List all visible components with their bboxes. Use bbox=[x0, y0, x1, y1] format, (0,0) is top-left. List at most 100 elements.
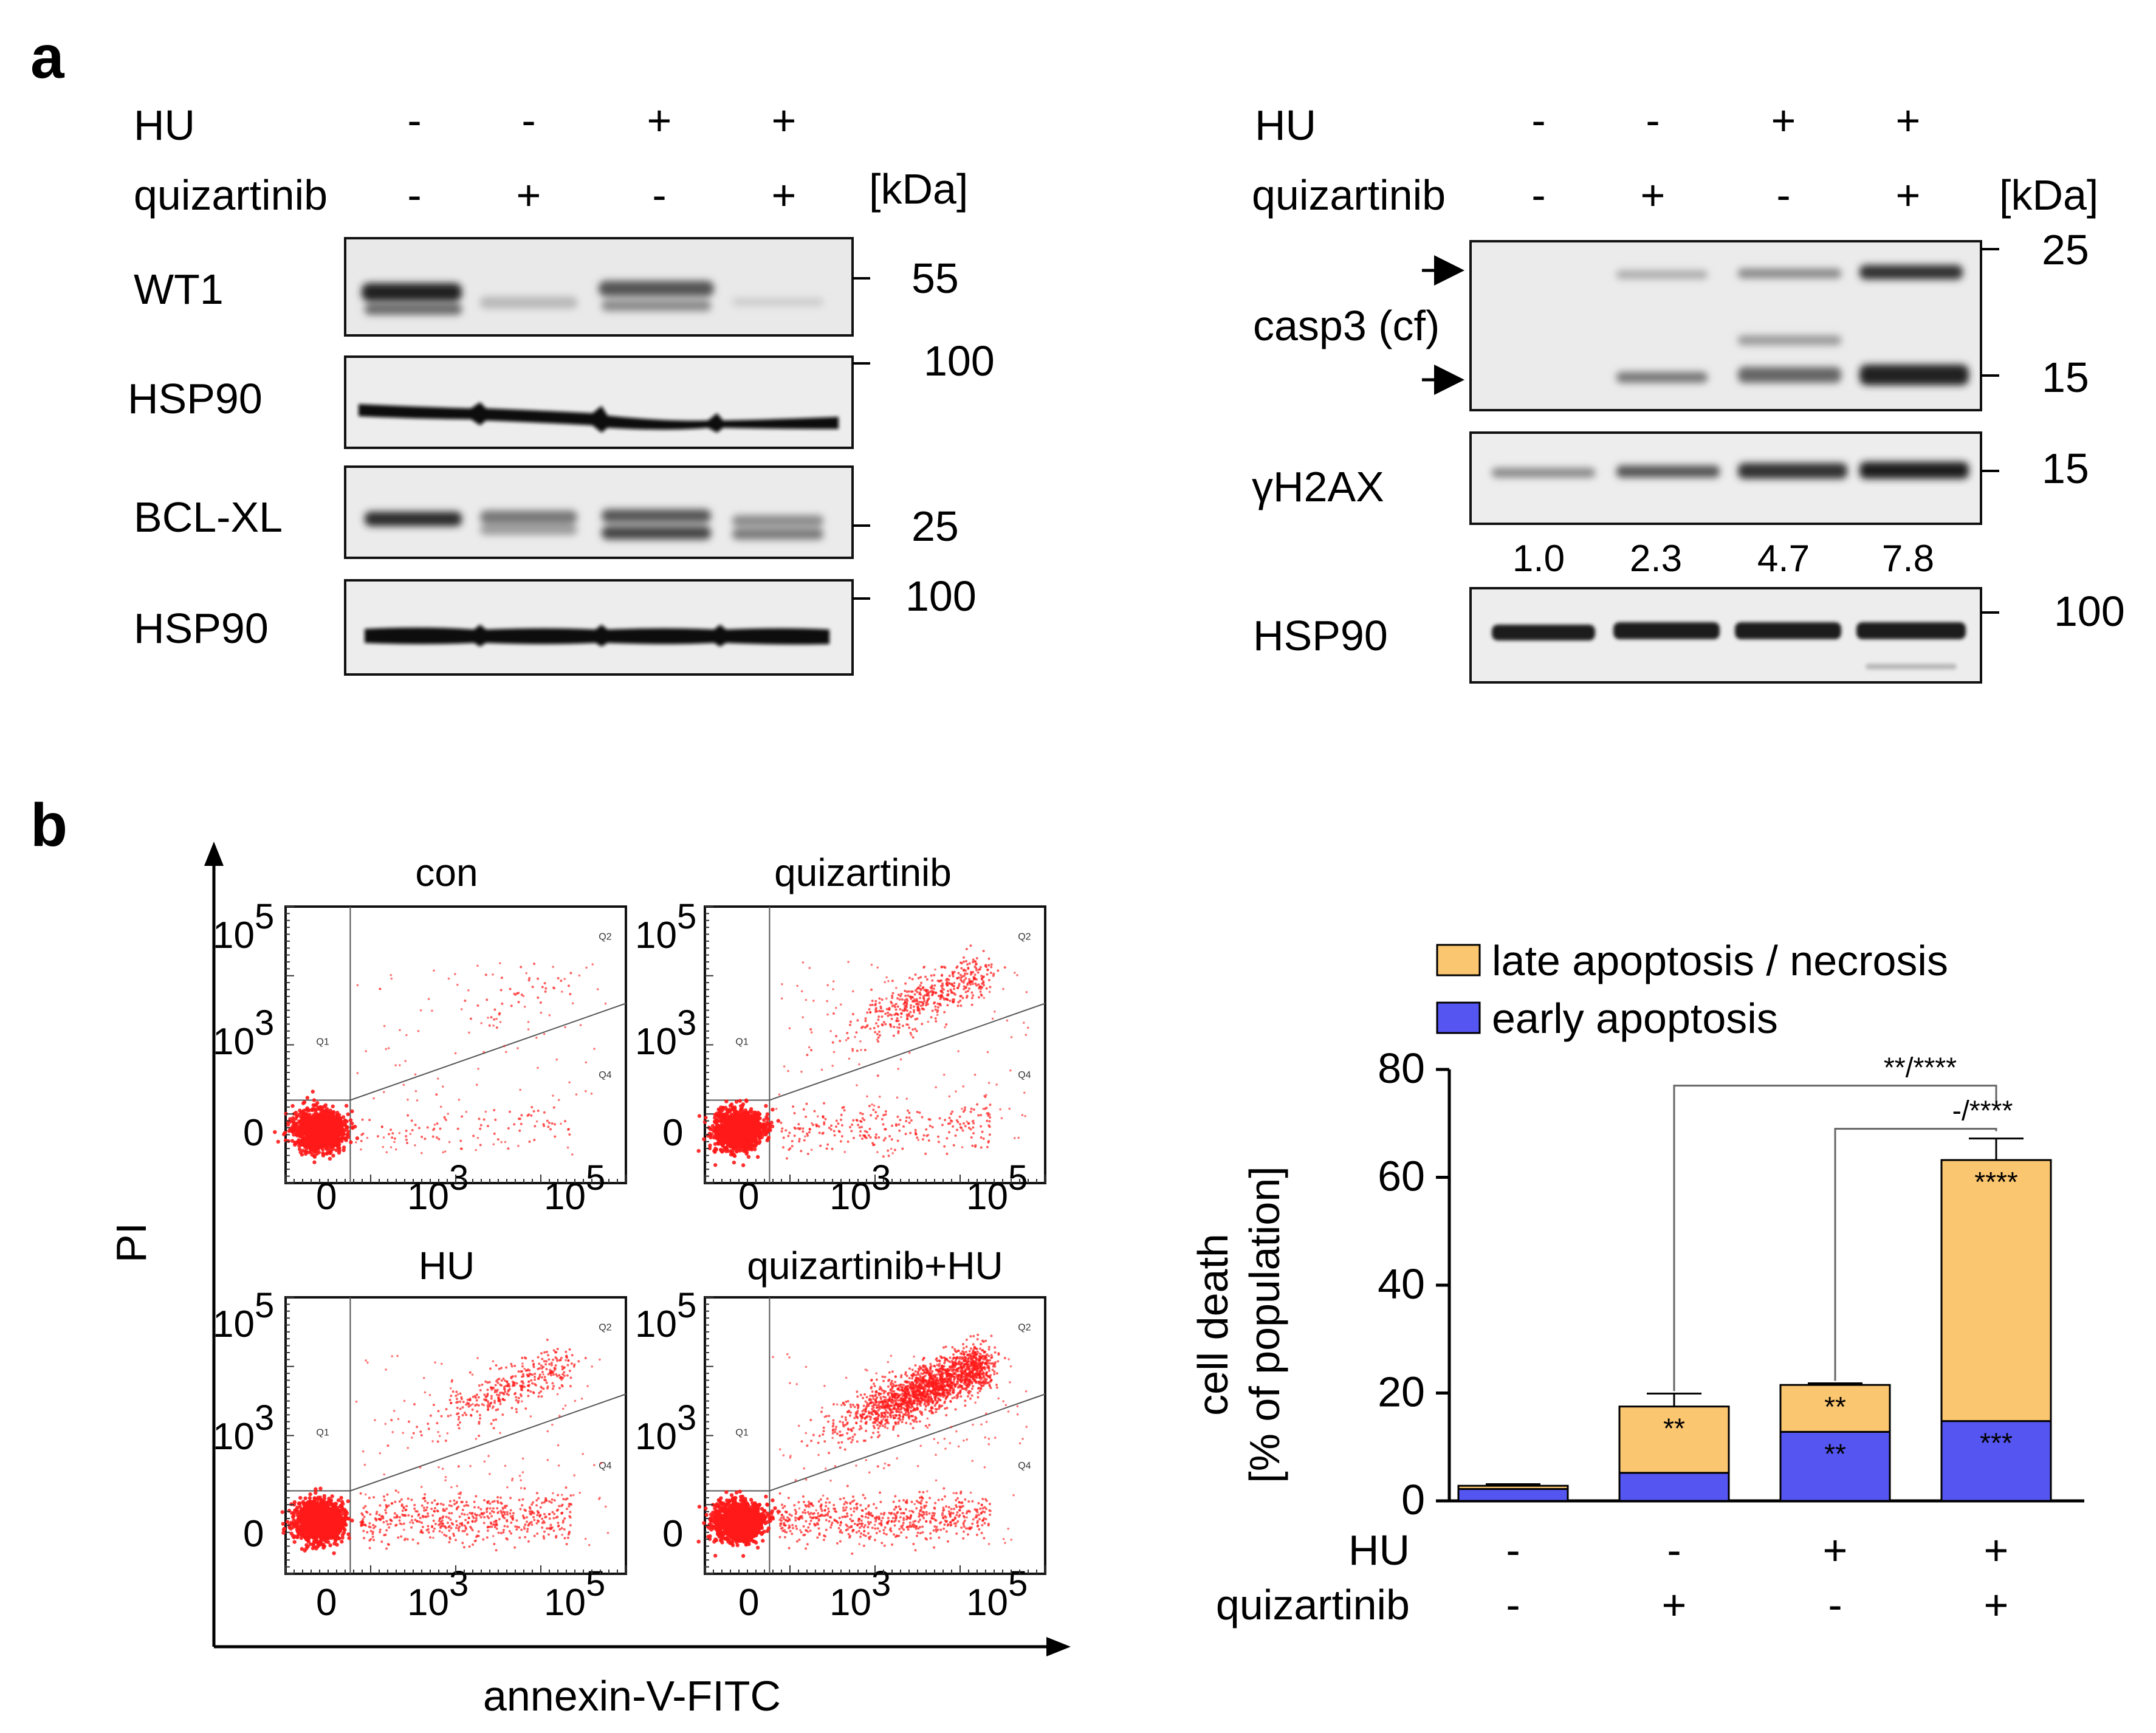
right-hsp90-label: HSP90 bbox=[1253, 612, 1388, 659]
h2ax-label: γH2AX bbox=[1252, 463, 1384, 510]
quant-lane-4: 7.8 bbox=[1882, 538, 1934, 580]
chart-ylabel-line1: cell death bbox=[1189, 1234, 1237, 1416]
bar-star-label: ** bbox=[1663, 1413, 1685, 1444]
casp3-marker-25: 25 bbox=[2042, 226, 2089, 273]
panel-b-label: b bbox=[30, 791, 67, 859]
hsp90-1-label: HSP90 bbox=[128, 375, 263, 422]
flow-title-quizartinib: quizartinib bbox=[774, 851, 952, 894]
left-hu-lane-4: + bbox=[772, 97, 797, 144]
svg-text:103: 103 bbox=[829, 1158, 891, 1218]
chart-y-tick-label: 40 bbox=[1378, 1260, 1425, 1308]
quadrant-label: Q4 bbox=[1018, 1070, 1031, 1080]
left-blot-bclxl: BCL-XL 25 bbox=[134, 465, 959, 559]
flow-plot-con: con 105 103 0 0 103 105 Q1Q2Q3Q4 bbox=[213, 851, 627, 1218]
right-hu-lane-3: + bbox=[1771, 97, 1796, 144]
chart-quiz-sign: - bbox=[1506, 1581, 1520, 1628]
right-quiz-label: quizartinib bbox=[1252, 171, 1446, 219]
bclxl-marker: 25 bbox=[911, 503, 959, 550]
chart-quiz-sign: - bbox=[1828, 1581, 1842, 1628]
left-hu-lane-2: - bbox=[521, 97, 535, 144]
quadrant-label: Q1 bbox=[735, 1037, 748, 1048]
bar-early-0 bbox=[1457, 1488, 1569, 1502]
svg-text:103: 103 bbox=[407, 1158, 469, 1218]
svg-text:105: 105 bbox=[213, 1286, 274, 1346]
bar-star-label: ** bbox=[1824, 1391, 1846, 1422]
bar-late-2 bbox=[1779, 1384, 1891, 1433]
casp3-marker-15: 15 bbox=[2042, 354, 2089, 401]
gate-diagonal bbox=[769, 1003, 1046, 1101]
chart-hu-sign: + bbox=[1823, 1526, 1848, 1574]
left-quiz-lane-3: - bbox=[652, 171, 666, 219]
significance-label: -/**** bbox=[1952, 1095, 2013, 1127]
flow-title-con: con bbox=[415, 851, 478, 894]
left-hu-lane-1: - bbox=[407, 97, 421, 144]
scatter-dots bbox=[280, 1338, 609, 1556]
flow-x-arrow-icon bbox=[1046, 1637, 1071, 1656]
chart-x-conditions: HU quizartinib bbox=[1216, 1526, 1410, 1628]
flow-title-combo: quizartinib+HU bbox=[747, 1244, 1003, 1288]
flow-plot-quizartinib: quizartinib 105 103 0 0 103 105 Q1Q2Q3Q4 bbox=[635, 851, 1046, 1218]
chart-y-tick-label: 80 bbox=[1378, 1045, 1425, 1092]
quadrant-label: Q4 bbox=[599, 1070, 611, 1080]
h2ax-marker: 15 bbox=[2042, 445, 2089, 492]
svg-text:0: 0 bbox=[316, 1582, 337, 1624]
legend-label-early: early apoptosis bbox=[1492, 995, 1778, 1042]
svg-text:105: 105 bbox=[966, 1158, 1028, 1218]
legend-swatch-early bbox=[1436, 1001, 1481, 1034]
quant-lane-2: 2.3 bbox=[1630, 538, 1682, 580]
left-blot-wt1: WT1 55 bbox=[134, 237, 959, 337]
axis-minor-ticks bbox=[285, 1297, 627, 1574]
quadrant-label: Q2 bbox=[1018, 932, 1031, 942]
flow-y-arrow-icon bbox=[204, 842, 224, 866]
chart-hu-sign: - bbox=[1506, 1526, 1520, 1574]
legend-label-late: late apoptosis / necrosis bbox=[1492, 937, 1948, 984]
chart-hu-sign: - bbox=[1667, 1526, 1681, 1574]
quadrant-label: Q2 bbox=[1018, 1323, 1031, 1333]
chart-y-tick-label: 0 bbox=[1401, 1476, 1425, 1523]
left-quiz-lane-1: - bbox=[407, 171, 421, 219]
svg-text:0: 0 bbox=[243, 1513, 264, 1555]
flow-ticks-quizartinib: 105 103 0 0 103 105 bbox=[635, 897, 1028, 1218]
right-hu-lane-1: - bbox=[1531, 97, 1545, 144]
left-blot-hsp90-2: HSP90 100 bbox=[134, 572, 977, 676]
flow-ticks-con: 105 103 0 0 103 105 bbox=[213, 897, 605, 1218]
significance-bracket bbox=[1673, 1085, 1997, 1392]
wt1-label: WT1 bbox=[134, 266, 224, 313]
quant-lane-1: 1.0 bbox=[1512, 538, 1565, 580]
quadrant-label: Q1 bbox=[316, 1428, 329, 1438]
left-hu-label: HU bbox=[134, 101, 195, 149]
flow-ticks-combo: 105 103 0 0 103 105 bbox=[635, 1286, 1028, 1624]
left-quiz-label: quizartinib bbox=[134, 171, 328, 219]
scatter-dots bbox=[696, 944, 1029, 1167]
scatter-dots bbox=[273, 962, 607, 1164]
gate-diagonal bbox=[350, 1003, 627, 1101]
bar-late-0 bbox=[1457, 1484, 1569, 1490]
right-quiz-lane-1: - bbox=[1531, 171, 1545, 219]
chart-quiz-sign: + bbox=[1984, 1581, 2009, 1628]
svg-text:103: 103 bbox=[213, 1003, 274, 1063]
svg-text:103: 103 bbox=[635, 1003, 696, 1063]
gate-diagonal bbox=[769, 1393, 1046, 1492]
chart-ylabel-line2: [% of population] bbox=[1241, 1166, 1288, 1483]
gate-diagonal bbox=[350, 1393, 627, 1492]
right-hu-lane-4: + bbox=[1896, 97, 1921, 144]
left-kda-label: [kDa] bbox=[869, 165, 968, 213]
left-blot-header: HU quizartinib - - + + - + - + [kDa] bbox=[134, 97, 968, 219]
quadrant-label: Q2 bbox=[599, 932, 611, 942]
bar-early-1 bbox=[1618, 1472, 1730, 1502]
cell-death-bar-chart: late apoptosis / necrosis early apoptosi… bbox=[1189, 937, 2084, 1628]
svg-text:103: 103 bbox=[213, 1398, 274, 1458]
bar-late-3 bbox=[1940, 1159, 2052, 1422]
right-quantification: 1.0 2.3 4.7 7.8 bbox=[1512, 538, 1934, 580]
right-hu-lane-2: - bbox=[1646, 97, 1660, 144]
flow-title-hu: HU bbox=[419, 1244, 475, 1288]
svg-text:105: 105 bbox=[635, 897, 696, 957]
chart-hu-label: HU bbox=[1348, 1526, 1410, 1574]
chart-quiz-sign: + bbox=[1662, 1581, 1687, 1628]
right-hsp90-marker: 100 bbox=[2054, 588, 2125, 635]
left-quiz-lane-4: + bbox=[772, 171, 797, 219]
flow-plots: con 105 103 0 0 103 105 Q1Q2Q3Q4 quizart… bbox=[213, 851, 1046, 1624]
panel-a-label: a bbox=[30, 23, 65, 91]
svg-text:105: 105 bbox=[544, 1158, 605, 1218]
